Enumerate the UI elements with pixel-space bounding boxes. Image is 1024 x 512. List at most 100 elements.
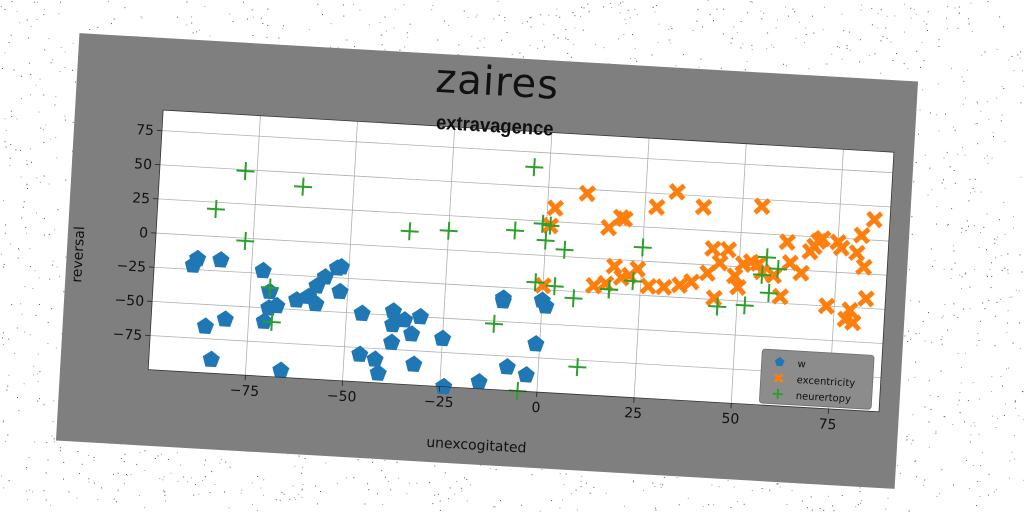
noise-speck bbox=[16, 11, 18, 13]
noise-speck bbox=[160, 453, 162, 455]
noise-speck bbox=[930, 248, 932, 250]
noise-speck bbox=[283, 25, 285, 27]
point-plus-stroke bbox=[492, 314, 496, 333]
noise-speck bbox=[988, 473, 990, 475]
noise-speck bbox=[1007, 269, 1009, 271]
point-x bbox=[682, 272, 701, 291]
noise-speck bbox=[159, 478, 161, 480]
point-pentagon bbox=[384, 302, 403, 319]
noise-speck bbox=[713, 504, 715, 506]
noise-speck bbox=[767, 32, 769, 34]
noise-speck bbox=[563, 483, 565, 485]
noise-speck bbox=[773, 46, 775, 48]
point-x bbox=[753, 197, 771, 216]
noise-speck bbox=[986, 249, 987, 251]
noise-speck bbox=[317, 3, 319, 5]
noise-speck bbox=[877, 13, 879, 15]
noise-speck bbox=[228, 507, 230, 509]
noise-speck bbox=[991, 391, 993, 393]
noise-speck bbox=[54, 229, 56, 231]
noise-speck bbox=[28, 62, 30, 64]
noise-speck bbox=[841, 495, 843, 496]
noise-speck bbox=[953, 170, 955, 171]
noise-speck bbox=[1011, 296, 1013, 298]
noise-speck bbox=[219, 462, 221, 464]
noise-speck bbox=[965, 97, 966, 99]
noise-speck bbox=[964, 421, 965, 423]
noise-speck bbox=[860, 9, 862, 11]
noise-speck bbox=[29, 334, 31, 336]
noise-speck bbox=[961, 288, 963, 290]
noise-speck bbox=[624, 18, 626, 20]
noise-speck bbox=[50, 504, 52, 506]
point-x bbox=[546, 199, 565, 217]
noise-speck bbox=[969, 286, 971, 288]
noise-speck bbox=[927, 194, 929, 196]
noise-speck bbox=[493, 18, 495, 20]
point-plus-stroke bbox=[607, 280, 611, 299]
point-x-stroke bbox=[729, 278, 747, 296]
noise-speck bbox=[529, 17, 531, 19]
noise-speck bbox=[833, 510, 835, 512]
noise-speck bbox=[573, 43, 575, 45]
noise-speck bbox=[1004, 140, 1006, 142]
noise-speck bbox=[611, 7, 613, 9]
noise-speck bbox=[776, 483, 778, 485]
legend-marker bbox=[774, 357, 785, 367]
noise-speck bbox=[257, 476, 259, 477]
noise-speck bbox=[59, 276, 60, 278]
noise-speck bbox=[325, 462, 327, 464]
noise-speck bbox=[634, 47, 636, 49]
noise-speck bbox=[979, 496, 981, 497]
point-x-stroke bbox=[853, 227, 871, 244]
point-x bbox=[844, 313, 862, 332]
noise-speck bbox=[808, 68, 810, 70]
noise-speck bbox=[574, 27, 576, 29]
noise-speck bbox=[353, 4, 355, 6]
noise-speck bbox=[30, 94, 31, 96]
noise-speck bbox=[252, 503, 253, 505]
noise-speck bbox=[846, 45, 848, 47]
noise-speck bbox=[263, 494, 264, 496]
noise-speck bbox=[595, 43, 597, 45]
noise-speck bbox=[771, 44, 773, 46]
point-x-stroke bbox=[857, 290, 875, 307]
noise-speck bbox=[476, 14, 478, 16]
noise-speck bbox=[72, 121, 74, 123]
noise-speck bbox=[947, 223, 949, 225]
noise-speck bbox=[522, 56, 524, 58]
noise-speck bbox=[4, 232, 6, 234]
noise-speck bbox=[657, 41, 659, 43]
noise-speck bbox=[751, 1, 753, 3]
noise-speck bbox=[59, 450, 61, 452]
y-tick-label: −50 bbox=[114, 292, 144, 310]
point-x-stroke bbox=[771, 288, 790, 305]
noise-speck bbox=[1007, 322, 1009, 324]
point-pentagon bbox=[189, 249, 207, 267]
point-plus-stroke bbox=[641, 238, 645, 257]
noise-speck bbox=[399, 49, 401, 51]
noise-speck bbox=[897, 465, 899, 467]
noise-speck bbox=[48, 38, 50, 40]
noise-speck bbox=[1019, 347, 1021, 349]
noise-speck bbox=[336, 482, 338, 484]
noise-speck bbox=[196, 31, 198, 33]
noise-speck bbox=[603, 47, 605, 49]
noise-speck bbox=[805, 34, 807, 35]
noise-speck bbox=[908, 510, 910, 512]
noise-speck bbox=[526, 21, 528, 23]
noise-speck bbox=[209, 492, 211, 494]
noise-speck bbox=[997, 417, 998, 419]
x-tick-label: 0 bbox=[531, 400, 541, 416]
noise-speck bbox=[301, 489, 303, 491]
noise-speck bbox=[914, 460, 916, 462]
noise-speck bbox=[252, 16, 254, 18]
noise-speck bbox=[5, 130, 7, 132]
noise-speck bbox=[999, 16, 1001, 18]
noise-speck bbox=[707, 0, 709, 2]
noise-speck bbox=[403, 4, 405, 6]
noise-speck bbox=[36, 177, 38, 179]
point-x bbox=[778, 233, 797, 251]
point-pentagon bbox=[366, 350, 384, 368]
noise-speck bbox=[47, 459, 49, 461]
